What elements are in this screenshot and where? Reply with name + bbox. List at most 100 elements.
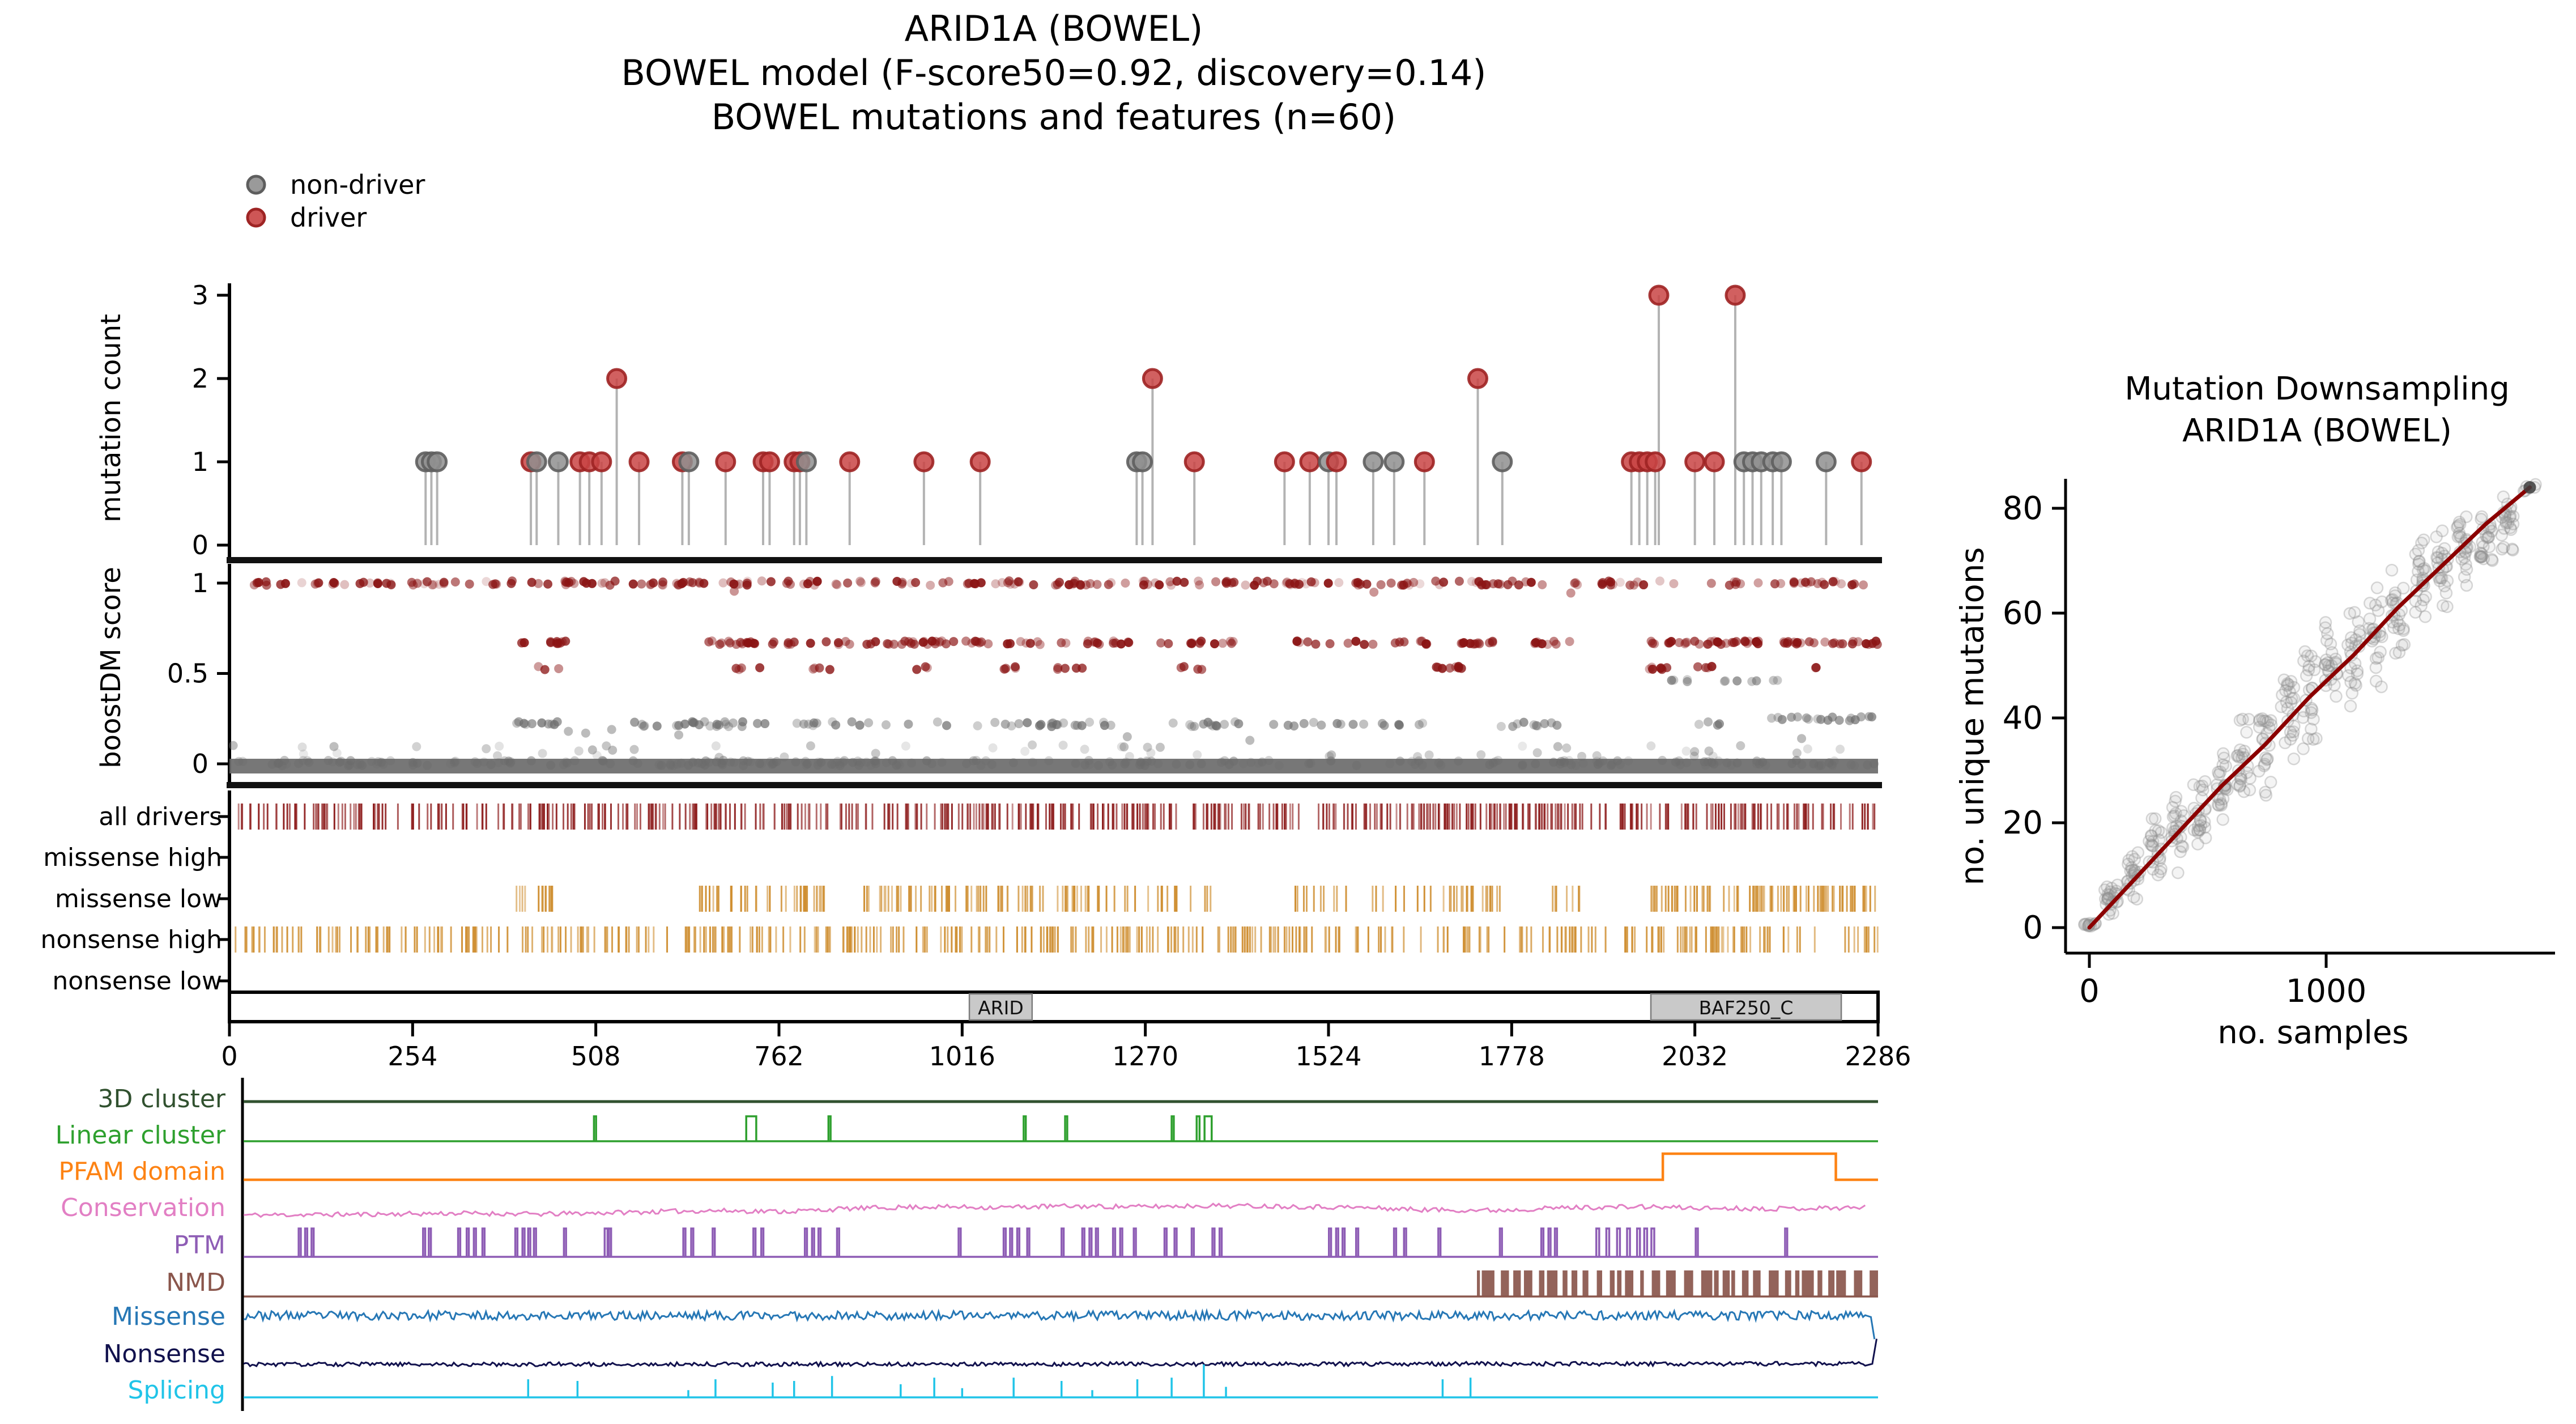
feature-burst-block [1617,1270,1622,1297]
boostdm-point [517,638,526,648]
boostdm-point [561,757,570,767]
feature-spike [1026,1227,1031,1257]
downsampling-point [2198,815,2211,828]
boostdm-point [1108,760,1117,770]
boostdm-point [1703,639,1713,649]
boostdm-point [1864,712,1874,721]
boostdm-point [1564,756,1574,766]
downsampling-point [2419,590,2432,603]
downsampling-point [2187,823,2201,837]
boostdm-point [1323,579,1333,588]
feature-track-label: Linear cluster [56,1121,226,1150]
downsampling-point [2388,586,2402,600]
downsampling-point [2374,645,2387,658]
boostdm-point [831,579,841,589]
boostdm-point [554,664,564,673]
boostdm-point [1211,577,1221,586]
boostdm-point [969,579,979,588]
boostdm-point [1434,758,1444,768]
boostdm-point [1220,756,1229,766]
boostdm-point [1496,579,1505,589]
boostdm-point [963,579,972,589]
boostdm-point [1116,639,1126,649]
downsampling-point [2385,563,2399,577]
boostdm-point [543,579,553,589]
downsampling-point [2151,868,2165,882]
boostdm-point [1752,759,1761,768]
feature-burst-block [1836,1270,1846,1297]
boostdm-point [1513,719,1522,729]
feature-noise-line [243,1202,1866,1218]
downsampling-point [2221,783,2234,796]
boostdm-point [1648,665,1658,674]
boostdm-point [1414,756,1424,766]
boostdm-point [1186,639,1195,648]
boostdm-point [1531,721,1541,730]
boostdm-point [845,639,854,649]
boostdm-point [1667,675,1676,685]
downsampling-point [2301,649,2314,662]
downsampling-point [2506,517,2520,531]
boostdm-point [855,576,865,586]
boostdm-point [1166,580,1176,590]
downsampling-point [2261,752,2274,766]
feature-spike [563,1227,567,1257]
downsampling-point [2211,798,2225,811]
downsampling-point [2330,690,2343,703]
rug-marks-missense-low [516,886,1876,912]
downsampling-point [2111,878,2124,892]
feature-track-label: Missense [112,1302,225,1331]
boostdm-point [1058,741,1068,750]
feature-spike [1088,1227,1093,1257]
feature-spike [1328,1227,1332,1257]
feature-spike [1218,1227,1223,1257]
boostdm-point [408,760,418,770]
downsampling-point [2451,521,2464,534]
boostdm-point [495,741,504,751]
boostdm-point [1264,756,1274,766]
downsampling-point [2199,831,2212,844]
boostdm-point [856,578,866,588]
boostdm-point [1706,579,1716,588]
boostdm-point [280,579,290,588]
boostdm-point [1789,577,1799,586]
boostdm-point [677,579,687,588]
boostdm-point [685,577,695,586]
boostdm-point [1753,636,1763,646]
downsampling-point [2413,555,2426,568]
boostdm-point [1070,720,1080,730]
downsampling-point [2344,675,2357,689]
boostdm-point [806,741,815,751]
feature-spike [1203,1115,1213,1141]
boostdm-point [1682,758,1692,768]
boostdm-point [755,759,764,768]
boostdm-point [862,639,872,649]
feature-burst-block [1640,1270,1644,1297]
boostdm-point [769,758,779,768]
boostdm-point [736,637,746,647]
lollipop-stems [424,295,1863,545]
boostdm-point [1325,639,1335,649]
boostdm-point [1117,742,1126,751]
downsampling-point [2279,684,2292,697]
downsampling-point [2166,801,2179,814]
boostdm-point [1124,637,1134,647]
boostdm-point [753,719,763,728]
boostdm-point [1121,579,1130,588]
downsampling-point [2419,564,2432,577]
rug-row-label: nonsense high [41,925,222,954]
boostdm-point [273,759,283,768]
downsampling-point [2175,805,2188,818]
feature-burst-block [1547,1270,1558,1297]
boostdm-point [1526,577,1536,587]
feature-burst-block [1802,1270,1814,1297]
boostdm-point [1029,580,1038,589]
boostdm-point [1281,579,1291,588]
feature-spike [1605,1227,1611,1257]
boostdm-point [657,760,666,770]
downsampling-point [2409,606,2422,619]
boostdm-point [1664,638,1674,648]
downsampling-point [2169,807,2182,820]
protein-domain-label: BAF250_C [1699,997,1794,1019]
feature-burst-block [1753,1270,1761,1297]
